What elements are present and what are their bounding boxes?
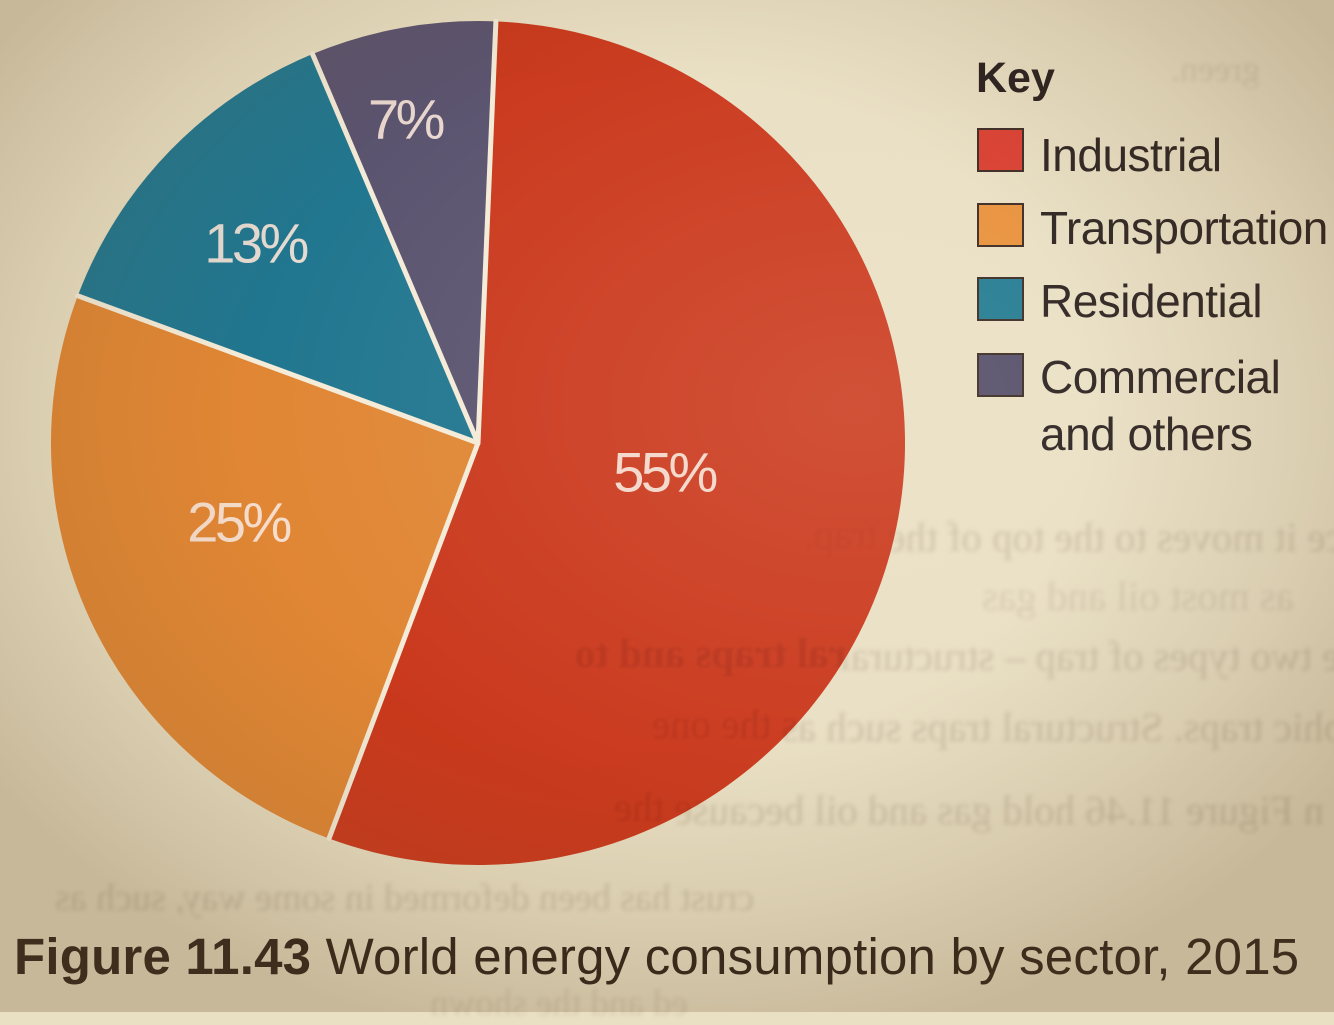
svg-text:phic traps. Structural traps s: phic traps. Structural traps such as the… — [652, 701, 1334, 747]
svg-text:ce it moves to the top of the: ce it moves to the top of the trap. — [803, 511, 1334, 557]
svg-text:n Figure 11.46 hold gas and oi: n Figure 11.46 hold gas and oil because … — [614, 784, 1324, 830]
svg-text:as most oil and gas: as most oil and gas — [982, 570, 1294, 616]
svg-text:re two types of trap – structu: re two types of trap – structural traps … — [575, 630, 1334, 676]
